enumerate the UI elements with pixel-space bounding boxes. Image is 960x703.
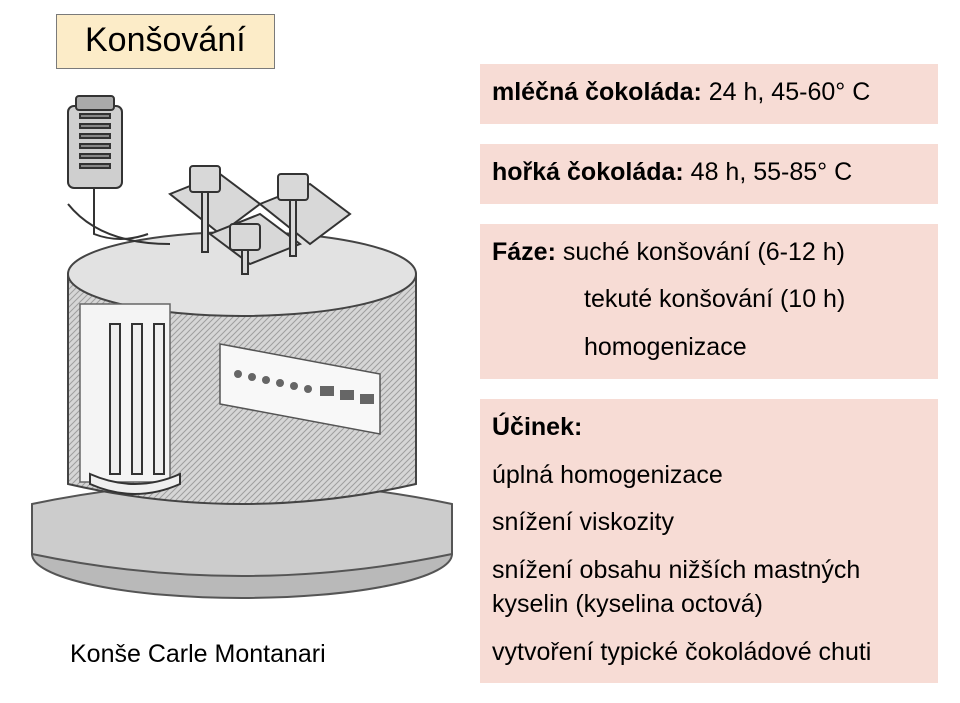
phase-liquid: tekuté konšování (10 h) bbox=[492, 283, 926, 317]
machine-illustration bbox=[20, 74, 464, 608]
title-text: Konšování bbox=[85, 21, 246, 59]
effect-item: snížení obsahu nižších mastných kyselin … bbox=[492, 554, 926, 622]
dark-chocolate-block: hořká čokoláda: 48 h, 55-85° C bbox=[480, 144, 938, 204]
dark-value: 48 h, 55-85° C bbox=[684, 158, 852, 186]
caption-text: Konše Carle Montanari bbox=[70, 640, 326, 668]
content-column: mléčná čokoláda: 24 h, 45-60° C hořká čo… bbox=[480, 64, 938, 703]
page-title: Konšování bbox=[56, 14, 275, 69]
milk-value: 24 h, 45-60° C bbox=[702, 78, 870, 106]
illustration-caption: Konše Carle Montanari bbox=[70, 640, 326, 669]
effect-item: snížení viskozity bbox=[492, 506, 926, 540]
phase-homog: homogenizace bbox=[492, 331, 926, 365]
effect-label: Účinek: bbox=[492, 411, 926, 445]
phase-dry: suché konšování (6-12 h) bbox=[556, 238, 845, 266]
effect-block: Účinek: úplná homogenizace snížení visko… bbox=[480, 399, 938, 684]
milk-label: mléčná čokoláda: bbox=[492, 78, 702, 106]
phase-label: Fáze: bbox=[492, 238, 556, 266]
milk-chocolate-block: mléčná čokoláda: 24 h, 45-60° C bbox=[480, 64, 938, 124]
phase-block: Fáze: suché konšování (6-12 h) tekuté ko… bbox=[480, 224, 938, 379]
effect-item: vytvoření typické čokoládové chuti bbox=[492, 636, 926, 670]
effect-item: úplná homogenizace bbox=[492, 459, 926, 493]
dark-label: hořká čokoláda: bbox=[492, 158, 684, 186]
